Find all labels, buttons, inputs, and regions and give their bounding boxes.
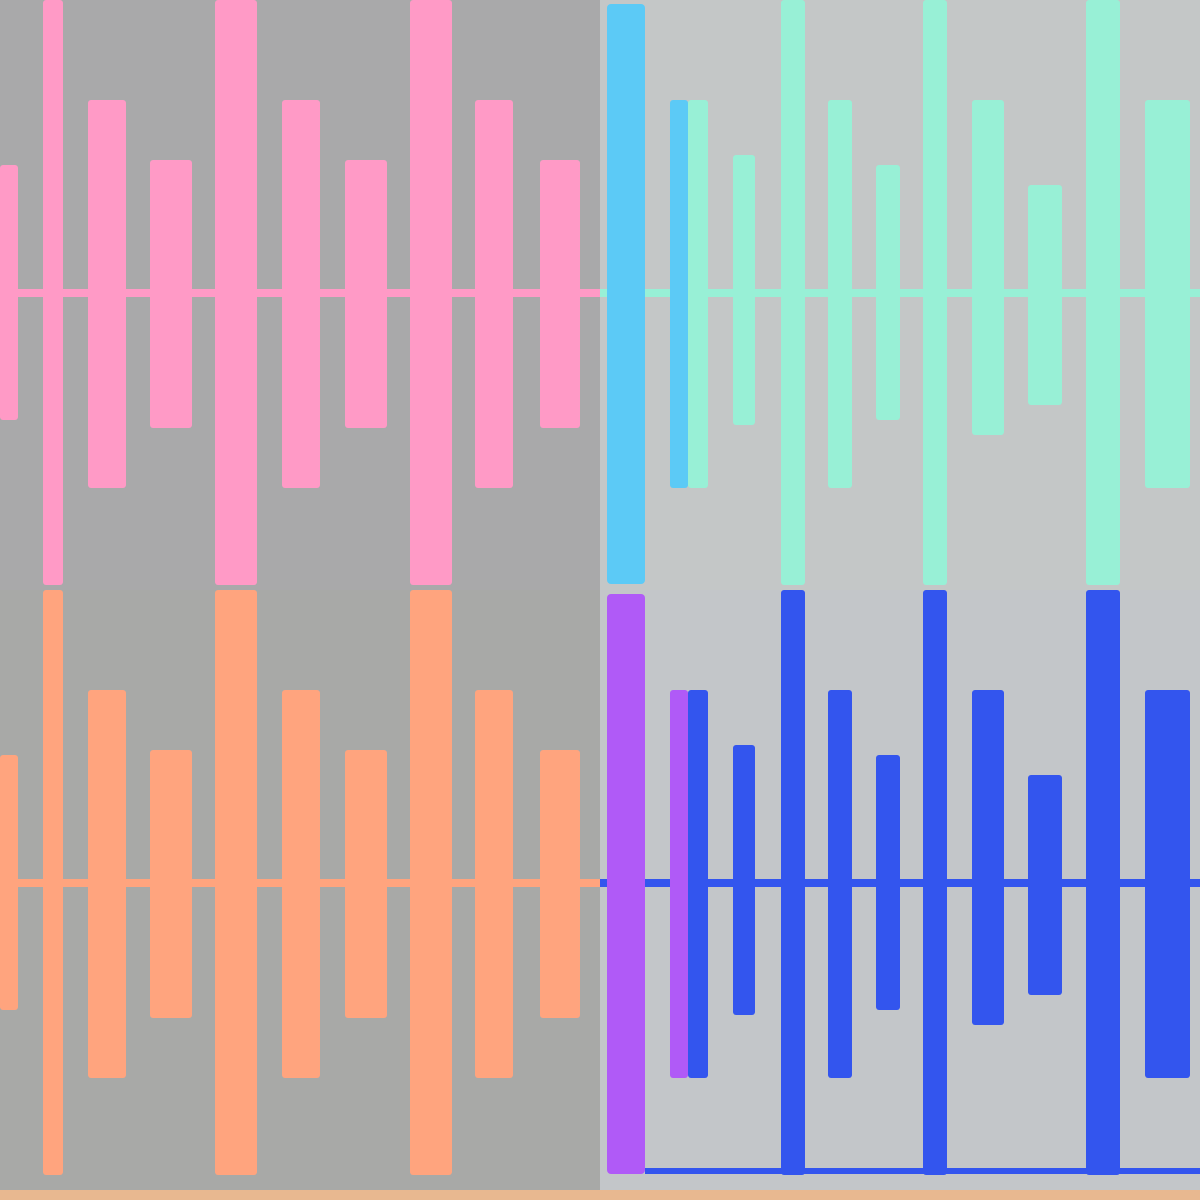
wave-bar: [43, 0, 63, 585]
wave-bar: [781, 590, 805, 1175]
wave-bar: [923, 590, 947, 1175]
wave-bar: [1086, 0, 1120, 585]
wave-bar: [475, 100, 513, 488]
wave-bar: [1086, 590, 1120, 1175]
wave-bar: [972, 100, 1004, 435]
baseline: [645, 1168, 1200, 1174]
wave-bar: [43, 590, 63, 1175]
wave-bar: [688, 100, 708, 488]
wave-bar: [0, 165, 18, 420]
wave-bar: [1145, 690, 1190, 1078]
wave-bar: [540, 750, 580, 1018]
wave-bar: [475, 690, 513, 1078]
wave-bar: [150, 160, 192, 428]
wave-bar: [88, 690, 126, 1078]
wave-bar: [688, 690, 708, 1078]
wave-bar: [282, 100, 320, 488]
wave-bar: [0, 755, 18, 1010]
wave-bar: [540, 160, 580, 428]
wave-bar: [215, 0, 257, 585]
wave-bar: [828, 100, 852, 488]
wave-bar: [670, 690, 688, 1078]
wave-bar: [410, 590, 452, 1175]
accent-bar: [607, 594, 645, 1174]
wave-bar: [215, 590, 257, 1175]
wave-bar: [282, 690, 320, 1078]
wave-bar: [972, 690, 1004, 1025]
wave-bar: [88, 100, 126, 488]
wave-bar: [345, 750, 387, 1018]
wave-bar: [733, 745, 755, 1015]
wave-bar: [923, 0, 947, 585]
wave-bar: [1028, 775, 1062, 995]
bottom-strip: [0, 1190, 1200, 1200]
wave-bar: [781, 0, 805, 585]
wave-bar: [1145, 100, 1190, 488]
wave-bar: [670, 100, 688, 488]
wave-bar: [876, 755, 900, 1010]
wave-bar: [345, 160, 387, 428]
wave-bar: [876, 165, 900, 420]
wave-bar: [150, 750, 192, 1018]
wave-bar: [828, 690, 852, 1078]
wave-bar: [733, 155, 755, 425]
wave-bar: [410, 0, 452, 585]
accent-bar: [607, 4, 645, 584]
wave-bar: [1028, 185, 1062, 405]
